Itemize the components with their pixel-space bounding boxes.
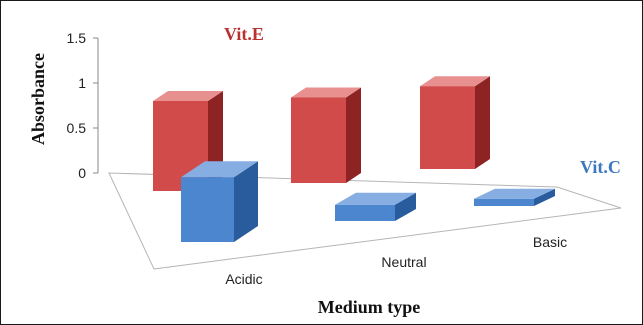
bar-vit-c-acidic bbox=[181, 161, 258, 242]
bar-top bbox=[291, 87, 361, 98]
x-category-label: Basic bbox=[533, 234, 567, 250]
bar-top bbox=[420, 76, 490, 87]
bar-front bbox=[420, 86, 475, 169]
category-labels: Acidic Neutral Basic bbox=[225, 234, 567, 287]
bar-side bbox=[475, 76, 490, 169]
series-label-vit-c: Vit.C bbox=[580, 157, 621, 177]
vit-e-series bbox=[153, 76, 490, 191]
vit-c-series bbox=[181, 161, 555, 242]
y-axis: 0 0.5 1 1.5 bbox=[67, 30, 99, 181]
bar-side bbox=[346, 87, 361, 183]
bar-top bbox=[335, 192, 416, 205]
y-axis-title: Absorbance bbox=[28, 53, 48, 145]
bar-vit-c-neutral bbox=[335, 192, 416, 221]
x-category-label: Acidic bbox=[225, 271, 262, 287]
bar-front bbox=[474, 198, 534, 206]
bar-side bbox=[534, 188, 555, 206]
bar-vit-c-basic bbox=[474, 188, 555, 206]
bar-front bbox=[181, 177, 234, 242]
series-label-vit-e: Vit.E bbox=[224, 24, 264, 44]
y-tick-label: 0 bbox=[78, 165, 86, 181]
bar-front bbox=[291, 97, 346, 183]
y-tick-label: 1 bbox=[78, 75, 86, 91]
bar-front bbox=[335, 204, 395, 221]
bar-top bbox=[153, 91, 223, 101]
chart-floor bbox=[108, 172, 622, 270]
bar-vit-e-basic bbox=[420, 76, 490, 169]
bar-side bbox=[395, 192, 416, 221]
bar-side bbox=[234, 161, 258, 242]
bar-vit-e-neutral bbox=[291, 87, 361, 183]
x-category-label: Neutral bbox=[381, 254, 426, 270]
y-tick-label: 0.5 bbox=[67, 120, 87, 136]
bar-top bbox=[474, 188, 555, 199]
bar-top bbox=[181, 161, 258, 178]
y-tick-label: 1.5 bbox=[67, 30, 87, 46]
floor-plane bbox=[108, 172, 622, 270]
x-axis-title: Medium type bbox=[318, 297, 421, 317]
